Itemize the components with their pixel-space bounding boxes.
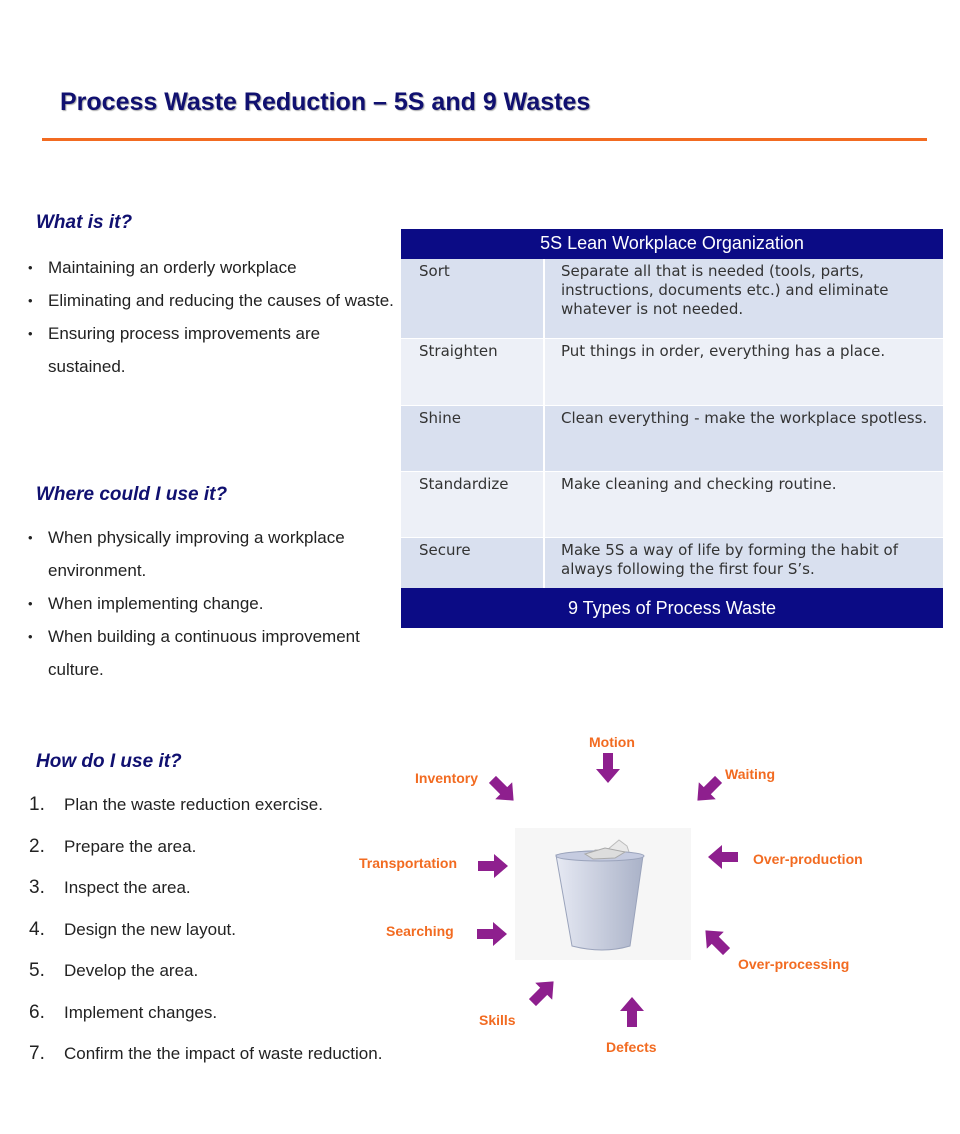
row-value: Put things in order, everything has a pl… (561, 342, 886, 360)
row-value: Separate all that is needed (tools, part… (561, 262, 889, 318)
step-item: 2. Prepare the area. (29, 826, 382, 868)
waste-label-skills: Skills (479, 1012, 516, 1028)
title-divider (42, 138, 927, 141)
step-number: 7. (29, 1043, 45, 1064)
step-number: 4. (29, 918, 45, 940)
how-steps: 1. Plan the waste reduction exercise. 2. P… (29, 784, 382, 1075)
arrow-up-left-icon (696, 921, 736, 961)
list-item: Maintaining an orderly workplace (28, 251, 398, 284)
table-row: Sort Separate all that is needed (tools, … (401, 259, 943, 339)
list-item: When building a continuous improvement c… (28, 620, 398, 686)
waste-label-searching: Searching (386, 923, 454, 939)
list-item: Ensuring process improvements are sustai… (28, 317, 398, 383)
table-header: 5S Lean Workplace Organization (401, 229, 943, 259)
step-number: 3. (29, 877, 45, 898)
arrow-down-right-icon (483, 770, 523, 810)
step-item: 6. Implement changes. (29, 992, 382, 1034)
step-number: 5. (29, 960, 45, 981)
where-heading: Where could I use it? (36, 484, 228, 505)
arrow-up-icon (620, 997, 644, 1027)
where-list: When physically improving a workplace en… (28, 521, 398, 686)
step-text: Plan the waste reduction exercise. (64, 795, 323, 814)
step-number: 1. (29, 794, 45, 815)
waste-label-over-processing: Over-processing (738, 956, 850, 972)
what-list: Maintaining an orderly workplace Elimina… (28, 251, 398, 383)
page-title: Process Waste Reduction – 5S and 9 Waste… (60, 88, 591, 116)
step-item: 5. Develop the area. (29, 950, 382, 992)
step-item: 1. Plan the waste reduction exercise. (29, 784, 382, 826)
row-key: Secure (401, 538, 545, 588)
arrow-down-left-icon (688, 770, 728, 810)
5s-table: 5S Lean Workplace Organization Sort Separ… (401, 229, 943, 628)
waste-label-over-production: Over-production (753, 851, 863, 867)
arrow-left-icon (708, 845, 738, 869)
step-text: Design the new layout. (64, 919, 236, 939)
row-key: Shine (401, 406, 545, 471)
waste-label-transportation: Transportation (359, 855, 458, 871)
arrow-down-icon (596, 753, 620, 783)
step-text: Implement changes. (64, 1002, 218, 1022)
step-text: Confirm the the impact of waste reductio… (64, 1044, 383, 1063)
step-item: 7. Confirm the the impact of waste reduct… (29, 1033, 382, 1075)
table-row: Secure Make 5S a way of life by forming t… (401, 538, 943, 588)
waste-label-motion: Motion (589, 734, 635, 750)
list-item: Eliminating and reducing the causes of w… (28, 284, 398, 317)
step-text: Inspect the area. (64, 878, 191, 897)
row-value: Make cleaning and checking routine. (561, 475, 837, 493)
row-key: Straighten (401, 339, 545, 405)
row-value: Make 5S a way of life by forming the hab… (561, 541, 899, 578)
waste-bin-image (515, 828, 691, 960)
waste-label-defects: Defects (606, 1039, 657, 1055)
what-heading: What is it? (36, 212, 133, 233)
arrow-right-icon (477, 922, 507, 946)
table-row: Shine Clean everything - make the workpla… (401, 406, 943, 472)
table-row: Standardize Make cleaning and checking ro… (401, 472, 943, 538)
table-footer: 9 Types of Process Waste (401, 588, 943, 628)
waste-label-waiting: Waiting (725, 766, 776, 782)
step-text: Prepare the area. (64, 836, 197, 856)
waste-label-inventory: Inventory (415, 770, 479, 786)
step-number: 6. (29, 1001, 45, 1023)
arrow-right-icon (478, 854, 508, 878)
row-key: Sort (401, 259, 545, 338)
row-key: Standardize (401, 472, 545, 537)
arrow-up-right-icon (523, 972, 563, 1012)
step-item: 4. Design the new layout. (29, 909, 382, 951)
step-text: Develop the area. (64, 961, 199, 980)
step-item: 3. Inspect the area. (29, 867, 382, 909)
how-heading: How do I use it? (36, 751, 182, 772)
list-item: When physically improving a workplace en… (28, 521, 398, 587)
row-value: Clean everything - make the workplace sp… (561, 409, 928, 427)
step-number: 2. (29, 835, 45, 857)
list-item: When implementing change. (28, 587, 398, 620)
table-row: Straighten Put things in order, everythin… (401, 339, 943, 406)
